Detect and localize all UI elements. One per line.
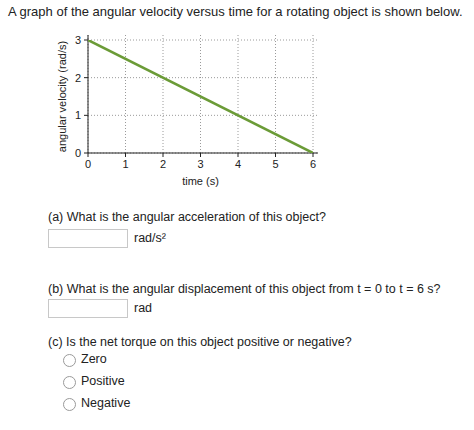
x-axis xyxy=(88,153,318,154)
grid-line-x xyxy=(88,35,89,153)
grid-line-y xyxy=(88,40,318,41)
answer-box-b[interactable] xyxy=(48,299,128,318)
y-tick xyxy=(84,77,88,78)
y-tick-label: 0 xyxy=(75,147,81,159)
option-label: Zero xyxy=(81,352,107,366)
x-tick-label: 5 xyxy=(272,158,278,170)
x-tick xyxy=(88,153,89,157)
x-tick xyxy=(275,153,276,157)
answer-box-a[interactable] xyxy=(48,229,128,248)
question-b: (b) What is the angular displacement of … xyxy=(48,282,441,296)
grid-line-x xyxy=(313,35,314,153)
y-tick-label: 3 xyxy=(75,34,81,46)
unit-a: rad/s² xyxy=(134,231,166,245)
y-tick-label: 2 xyxy=(75,72,81,84)
grid-line-y xyxy=(88,115,318,116)
radio-option[interactable] xyxy=(63,376,76,389)
y-tick xyxy=(84,115,88,116)
plot-area xyxy=(88,40,313,153)
y-tick xyxy=(84,153,88,154)
intro-text: A graph of the angular velocity versus t… xyxy=(8,4,463,19)
x-tick-label: 0 xyxy=(85,158,91,170)
question-c: (c) Is the net torque on this object pos… xyxy=(48,335,352,349)
option-label: Positive xyxy=(81,374,125,388)
chart: 0 1 2 3 4 5 6 0 1 2 3 time (s) angular velocity (rad… xyxy=(0,0,474,200)
grid-line-y xyxy=(88,153,318,154)
grid-line-x xyxy=(163,35,164,153)
data-line xyxy=(88,40,313,153)
x-tick-label: 2 xyxy=(160,158,166,170)
unit-b: rad xyxy=(134,301,152,315)
x-tick xyxy=(238,153,239,157)
y-axis-label: angular velocity (rad/s) xyxy=(56,41,68,152)
grid-line-x xyxy=(125,35,126,153)
x-tick-label: 6 xyxy=(310,158,316,170)
x-tick xyxy=(163,153,164,157)
x-tick xyxy=(200,153,201,157)
grid-line-x xyxy=(238,35,239,153)
radio-option[interactable] xyxy=(63,354,76,367)
radio-option[interactable] xyxy=(63,398,76,411)
x-tick-label: 3 xyxy=(197,158,203,170)
grid-line-x xyxy=(200,35,201,153)
x-tick-label: 1 xyxy=(122,158,128,170)
y-tick xyxy=(84,40,88,41)
x-tick xyxy=(313,153,314,157)
y-axis xyxy=(88,35,89,153)
x-tick xyxy=(125,153,126,157)
grid-line-y xyxy=(88,77,318,78)
x-tick-label: 4 xyxy=(235,158,241,170)
y-tick-label: 1 xyxy=(75,109,81,121)
x-axis-label: time (s) xyxy=(182,175,219,187)
option-label: Negative xyxy=(81,396,130,410)
question-a: (a) What is the angular acceleration of … xyxy=(48,210,326,224)
